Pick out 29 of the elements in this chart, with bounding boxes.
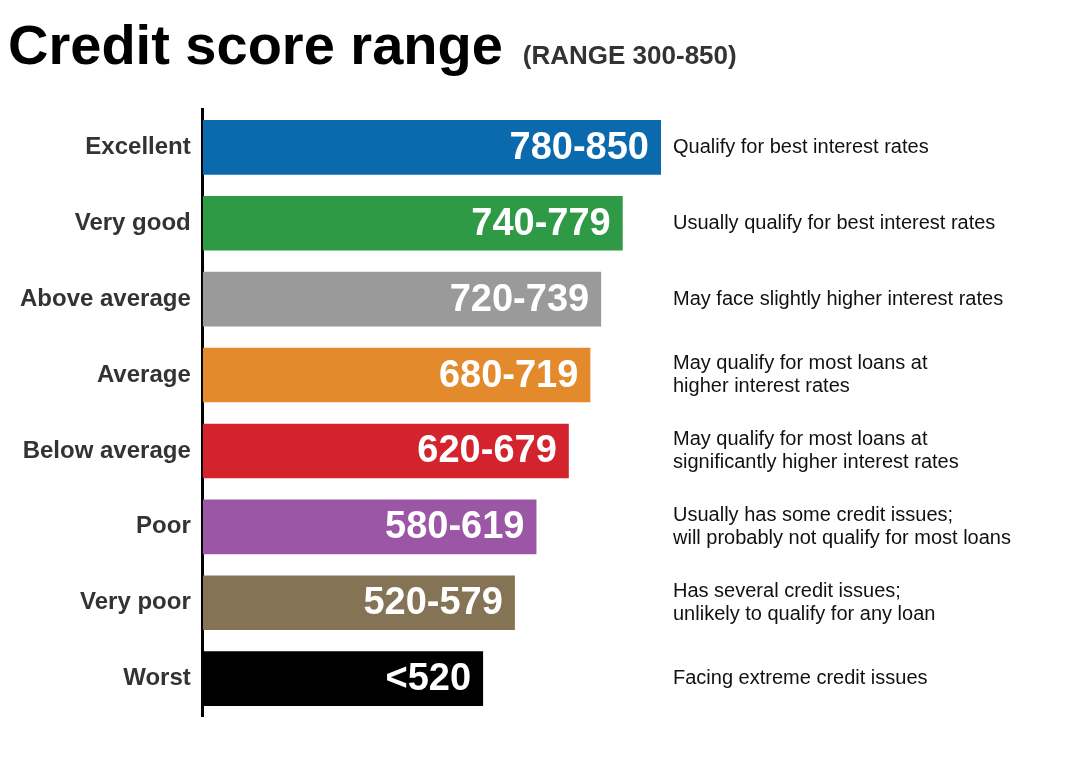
y-tick-label: Poor bbox=[136, 511, 191, 539]
data-label: 780-850 bbox=[509, 124, 649, 167]
text: Facing extreme credit issues bbox=[673, 666, 928, 689]
text: Has several credit issues; unlikely to qualify for any loan bbox=[673, 578, 936, 624]
text: Usually has some credit issues; will probably not qualify for most loans bbox=[672, 502, 1011, 548]
bar bbox=[202, 195, 623, 251]
y-tick-label: Average bbox=[96, 359, 191, 387]
chart-title: Credit score range bbox=[8, 12, 503, 77]
y-tick-label: Excellent bbox=[85, 131, 191, 159]
text: May qualify for most loans at significantly higher interest rates bbox=[673, 426, 959, 472]
y-tick-label: Below average bbox=[22, 435, 191, 463]
text: Qualify for best interest rates bbox=[673, 134, 929, 157]
y-tick-label: Very poor bbox=[80, 587, 191, 615]
y-tick-label: Worst bbox=[123, 663, 191, 691]
y-tick-label: Above average bbox=[19, 283, 191, 311]
data-label: 680-719 bbox=[438, 352, 579, 395]
data-label: 740-779 bbox=[471, 200, 611, 243]
y-tick-label: Very good bbox=[74, 207, 191, 235]
data-label: 620-679 bbox=[417, 428, 557, 471]
data-label: 520-579 bbox=[363, 580, 503, 623]
bar bbox=[202, 271, 602, 327]
data-label: 580-619 bbox=[385, 504, 525, 547]
text: May face slightly higher interest rates bbox=[673, 286, 1004, 309]
bar bbox=[202, 120, 661, 175]
data-label: <520 bbox=[385, 656, 472, 699]
text: Usually qualify for best interest rates bbox=[673, 210, 996, 233]
chart-subtitle: (RANGE 300-850) bbox=[522, 40, 737, 71]
text: May qualify for most loans at higher interest rates bbox=[673, 351, 928, 397]
data-label: 720-739 bbox=[449, 276, 590, 319]
